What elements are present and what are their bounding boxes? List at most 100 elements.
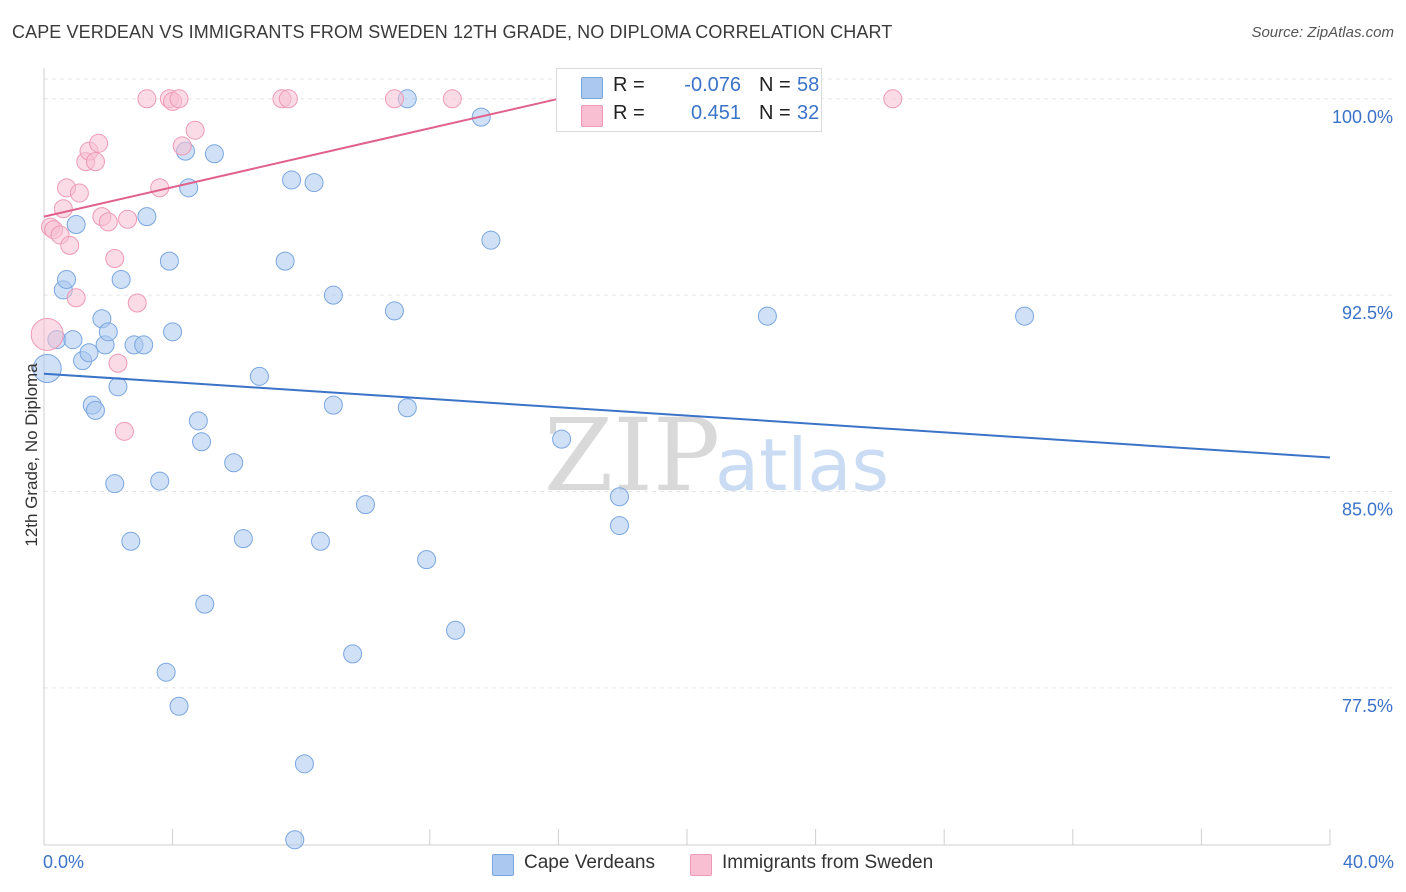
data-point xyxy=(323,395,343,415)
data-point xyxy=(105,474,125,494)
trend-line xyxy=(43,372,1331,459)
data-point xyxy=(384,89,404,109)
data-point xyxy=(278,89,298,109)
r-label: R = xyxy=(613,74,645,96)
data-point xyxy=(69,183,89,203)
data-point xyxy=(883,89,903,109)
data-point xyxy=(192,432,212,452)
data-point xyxy=(446,620,466,640)
n-value: 58 xyxy=(797,74,820,96)
data-point xyxy=(134,335,154,355)
data-point xyxy=(137,207,157,227)
data-point xyxy=(66,214,86,234)
data-point xyxy=(79,343,99,363)
data-point xyxy=(63,330,83,350)
data-point xyxy=(127,293,147,313)
data-point xyxy=(1015,306,1035,326)
data-point xyxy=(294,754,314,774)
data-point xyxy=(384,301,404,321)
data-point xyxy=(417,550,437,570)
legend-swatch-pink xyxy=(690,854,712,876)
legend: Cape Verdeans Immigrants from Sweden xyxy=(0,851,1406,879)
data-point xyxy=(57,269,77,289)
data-point xyxy=(169,696,189,716)
data-point xyxy=(224,453,244,473)
y-tick-label: 100.0% xyxy=(1332,107,1393,127)
data-point xyxy=(111,269,131,289)
legend-label: Immigrants from Sweden xyxy=(722,852,934,873)
data-point xyxy=(609,487,629,507)
data-point xyxy=(85,152,105,172)
data-point xyxy=(185,120,205,140)
y-axis-title: 12th Grade, No Diploma xyxy=(22,363,41,547)
data-point xyxy=(66,288,86,308)
data-point xyxy=(169,89,189,109)
data-point xyxy=(159,251,179,271)
x-tick-label-max: 40.0% xyxy=(1342,852,1394,872)
stats-box: R = -0.076 N = 58 R = 0.451 N = 32 xyxy=(556,68,822,132)
data-point xyxy=(89,133,109,153)
data-point xyxy=(757,306,777,326)
data-point xyxy=(188,411,208,431)
series-immigrants-from-sweden xyxy=(30,89,903,441)
data-point xyxy=(163,322,183,342)
r-value: -0.076 xyxy=(684,74,741,96)
stats-swatch-pink xyxy=(581,105,603,127)
data-point xyxy=(60,235,80,255)
n-value: 32 xyxy=(797,102,820,124)
y-tick-label: 77.5% xyxy=(1342,696,1393,716)
watermark-atlas: atlas xyxy=(715,423,889,507)
chart-title: CAPE VERDEAN VS IMMIGRANTS FROM SWEDEN 1… xyxy=(12,22,893,42)
data-point xyxy=(105,249,125,269)
data-point xyxy=(233,529,253,549)
trend-line xyxy=(43,97,559,218)
r-value: 0.451 xyxy=(690,102,741,124)
n-label: N = xyxy=(759,74,791,96)
stats-swatch-blue xyxy=(581,77,603,99)
data-point xyxy=(481,230,501,250)
data-point xyxy=(397,398,417,418)
data-point xyxy=(32,353,62,383)
watermark-zip: ZIP xyxy=(544,397,720,514)
data-point xyxy=(108,377,128,397)
data-point xyxy=(30,317,64,351)
trend-lines xyxy=(43,97,1331,459)
series-cape-verdeans xyxy=(32,89,1035,850)
data-point xyxy=(137,89,157,109)
y-tick-label: 92.5% xyxy=(1342,303,1393,323)
data-point xyxy=(249,366,269,386)
legend-swatch-blue xyxy=(492,854,514,876)
watermark: ZIP atlas xyxy=(544,397,889,514)
data-point xyxy=(172,136,192,156)
n-label: N = xyxy=(759,102,791,124)
source-credit: Source: ZipAtlas.com xyxy=(1251,24,1394,41)
data-point xyxy=(304,173,324,193)
data-point xyxy=(85,400,105,420)
legend-label: Cape Verdeans xyxy=(524,852,655,873)
data-point xyxy=(121,531,141,551)
data-point xyxy=(552,429,572,449)
data-point xyxy=(114,421,134,441)
data-point xyxy=(310,531,330,551)
data-point xyxy=(156,662,176,682)
data-point xyxy=(442,89,462,109)
data-point xyxy=(195,594,215,614)
data-point xyxy=(98,322,118,342)
data-point xyxy=(275,251,295,271)
x-tick-label-min: 0.0% xyxy=(43,852,85,872)
data-point xyxy=(118,209,138,229)
data-point xyxy=(53,199,73,219)
r-label: R = xyxy=(613,102,645,124)
data-point xyxy=(150,471,170,491)
data-point xyxy=(323,285,343,305)
data-point xyxy=(285,830,305,850)
data-point xyxy=(98,212,118,232)
data-point xyxy=(356,495,375,515)
data-point xyxy=(609,516,629,536)
axes xyxy=(43,68,1331,846)
data-point xyxy=(108,353,128,373)
y-tick-labels: 77.5% 85.0% 92.5% 100.0% xyxy=(1332,107,1393,716)
y-tick-label: 85.0% xyxy=(1342,500,1393,520)
data-point xyxy=(204,144,224,164)
